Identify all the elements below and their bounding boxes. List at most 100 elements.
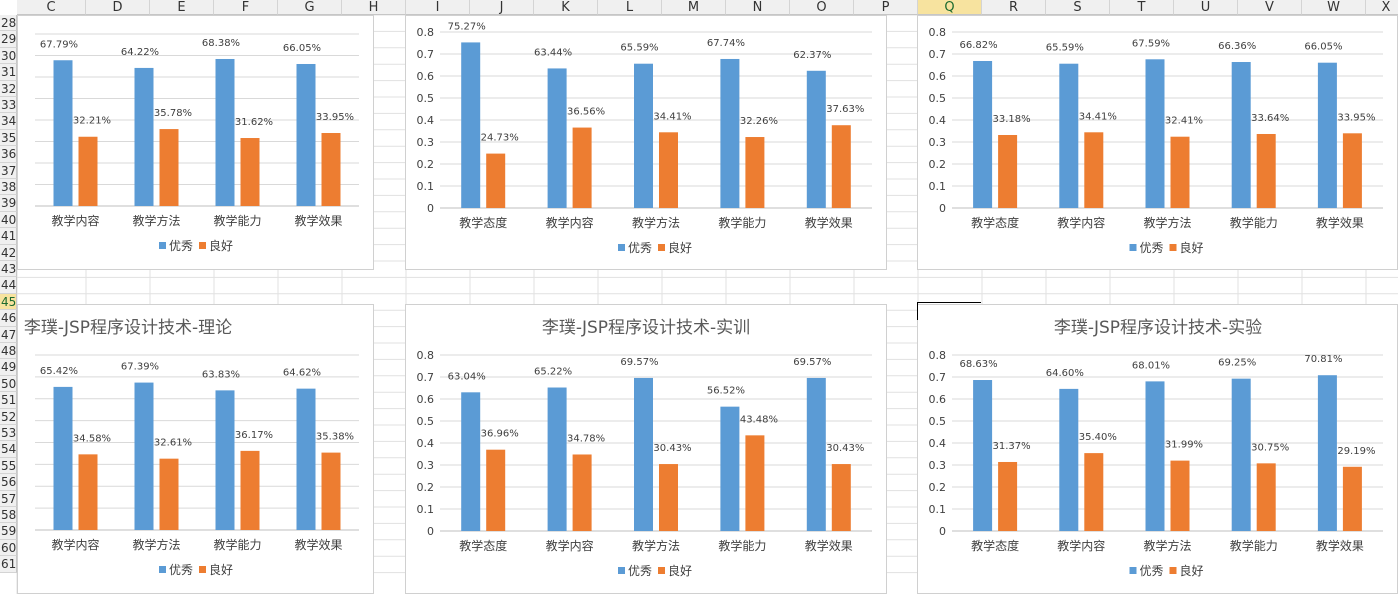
row-header-41[interactable]: 41 bbox=[0, 228, 17, 245]
bar-good[interactable] bbox=[240, 450, 260, 530]
bar-good[interactable] bbox=[159, 129, 179, 206]
bar-good[interactable] bbox=[831, 464, 851, 531]
row-header-39[interactable]: 39 bbox=[0, 195, 17, 212]
bar-excellent[interactable] bbox=[215, 58, 235, 206]
chart-4[interactable]: 李璞-JSP程序设计技术-理论 65.42% 34.58% 教学内容 67.39% 32.… bbox=[17, 304, 374, 594]
row-header-55[interactable]: 55 bbox=[0, 457, 17, 475]
row-header-34[interactable]: 34 bbox=[0, 113, 17, 130]
bar-excellent[interactable] bbox=[806, 70, 826, 208]
column-header-g[interactable]: G bbox=[278, 0, 342, 15]
row-header-30[interactable]: 30 bbox=[0, 47, 17, 65]
column-header-u[interactable]: U bbox=[1174, 0, 1238, 15]
column-header-e[interactable]: E bbox=[150, 0, 214, 15]
row-header-45[interactable]: 45 bbox=[0, 293, 17, 311]
bar-good[interactable] bbox=[78, 454, 98, 530]
row-header-42[interactable]: 42 bbox=[0, 244, 17, 261]
bar-excellent[interactable] bbox=[1059, 388, 1079, 531]
bar-excellent[interactable] bbox=[1231, 62, 1251, 209]
bar-excellent[interactable] bbox=[1145, 59, 1165, 208]
bar-good[interactable] bbox=[659, 132, 678, 208]
bar-good[interactable] bbox=[659, 464, 678, 531]
row-header-44[interactable]: 44 bbox=[0, 277, 17, 294]
column-header-v[interactable]: V bbox=[1238, 0, 1302, 15]
row-header-52[interactable]: 52 bbox=[0, 408, 17, 425]
bar-good[interactable] bbox=[572, 454, 592, 531]
chart-6[interactable]: 0 0.1 0.2 0.3 0.4 0.5 0.6 0.7 0.8 李璞-JSP程序设计技术-实验… bbox=[917, 304, 1398, 594]
row-header-49[interactable]: 49 bbox=[0, 359, 17, 376]
bar-good[interactable] bbox=[1170, 460, 1190, 531]
bar-good[interactable] bbox=[745, 435, 765, 531]
row-header-32[interactable]: 32 bbox=[0, 80, 17, 97]
column-header-i[interactable]: I bbox=[406, 0, 470, 15]
selected-cell[interactable] bbox=[917, 302, 981, 320]
row-header-59[interactable]: 59 bbox=[0, 523, 17, 540]
bar-good[interactable] bbox=[572, 127, 592, 208]
bar-excellent[interactable] bbox=[973, 60, 993, 208]
bar-good[interactable] bbox=[1084, 132, 1104, 208]
bar-excellent[interactable] bbox=[134, 67, 154, 206]
row-header-33[interactable]: 33 bbox=[0, 97, 17, 114]
row-header-40[interactable]: 40 bbox=[0, 211, 17, 229]
bar-excellent[interactable] bbox=[1317, 62, 1337, 208]
row-header-31[interactable]: 31 bbox=[0, 64, 17, 81]
bar-good[interactable] bbox=[321, 133, 341, 206]
bar-excellent[interactable] bbox=[1059, 63, 1079, 209]
chart-1[interactable]: 67.79% 32.21% 教学内容 64.22% 35.78% 教学方法 68.38% 31… bbox=[17, 15, 374, 270]
bar-excellent[interactable] bbox=[215, 390, 235, 530]
bar-excellent[interactable] bbox=[461, 42, 481, 208]
row-header-56[interactable]: 56 bbox=[0, 474, 17, 491]
bar-excellent[interactable] bbox=[720, 58, 740, 208]
row-header-35[interactable]: 35 bbox=[0, 129, 17, 147]
row-header-51[interactable]: 51 bbox=[0, 392, 17, 409]
column-header-k[interactable]: K bbox=[534, 0, 598, 15]
column-header-n[interactable]: N bbox=[726, 0, 790, 15]
column-header-m[interactable]: M bbox=[662, 0, 726, 15]
bar-excellent[interactable] bbox=[296, 388, 316, 530]
bar-excellent[interactable] bbox=[1145, 381, 1165, 531]
bar-good[interactable] bbox=[486, 449, 506, 531]
bar-excellent[interactable] bbox=[296, 63, 316, 207]
bar-good[interactable] bbox=[1170, 136, 1190, 208]
column-header-q[interactable]: Q bbox=[918, 0, 982, 15]
row-header-54[interactable]: 54 bbox=[0, 441, 17, 458]
bar-good[interactable] bbox=[486, 153, 506, 208]
bar-good[interactable] bbox=[1256, 133, 1276, 208]
bar-excellent[interactable] bbox=[461, 392, 481, 531]
column-header-r[interactable]: R bbox=[982, 0, 1046, 15]
column-header-c[interactable]: C bbox=[17, 0, 86, 15]
row-header-29[interactable]: 29 bbox=[0, 31, 17, 48]
row-header-46[interactable]: 46 bbox=[0, 310, 17, 327]
column-header-t[interactable]: T bbox=[1110, 0, 1174, 15]
row-header-47[interactable]: 47 bbox=[0, 326, 17, 343]
row-header-53[interactable]: 53 bbox=[0, 425, 17, 442]
bar-good[interactable] bbox=[1342, 466, 1362, 531]
row-header-37[interactable]: 37 bbox=[0, 162, 17, 179]
column-header-p[interactable]: P bbox=[854, 0, 918, 15]
column-header-w[interactable]: W bbox=[1302, 0, 1366, 15]
bar-good[interactable] bbox=[1342, 133, 1362, 208]
column-header-h[interactable]: H bbox=[342, 0, 406, 15]
bar-excellent[interactable] bbox=[973, 380, 993, 531]
bar-excellent[interactable] bbox=[134, 382, 154, 530]
bar-good[interactable] bbox=[998, 461, 1018, 531]
bar-excellent[interactable] bbox=[634, 63, 653, 209]
bar-excellent[interactable] bbox=[547, 68, 567, 208]
bar-good[interactable] bbox=[831, 125, 851, 208]
bar-good[interactable] bbox=[321, 452, 341, 530]
bar-excellent[interactable] bbox=[53, 60, 73, 207]
bar-good[interactable] bbox=[998, 135, 1018, 208]
row-header-61[interactable]: 61 bbox=[0, 556, 17, 573]
row-header-48[interactable]: 48 bbox=[0, 343, 17, 360]
bar-excellent[interactable] bbox=[720, 406, 740, 531]
row-header-36[interactable]: 36 bbox=[0, 146, 17, 163]
chart-5[interactable]: 0 0.1 0.2 0.3 0.4 0.5 0.6 0.7 0.8 李璞-JSP程序设计技术-实训… bbox=[405, 304, 887, 594]
bar-excellent[interactable] bbox=[547, 387, 567, 531]
chart-3[interactable]: 0 0.1 0.2 0.3 0.4 0.5 0.6 0.7 0.8 66.82% 33.18% 教学态… bbox=[917, 15, 1398, 270]
column-header-j[interactable]: J bbox=[470, 0, 534, 15]
bar-good[interactable] bbox=[1084, 453, 1104, 531]
row-header-28[interactable]: 28 bbox=[0, 15, 17, 32]
bar-excellent[interactable] bbox=[1317, 375, 1337, 531]
bar-excellent[interactable] bbox=[53, 386, 73, 530]
row-header-57[interactable]: 57 bbox=[0, 490, 17, 507]
